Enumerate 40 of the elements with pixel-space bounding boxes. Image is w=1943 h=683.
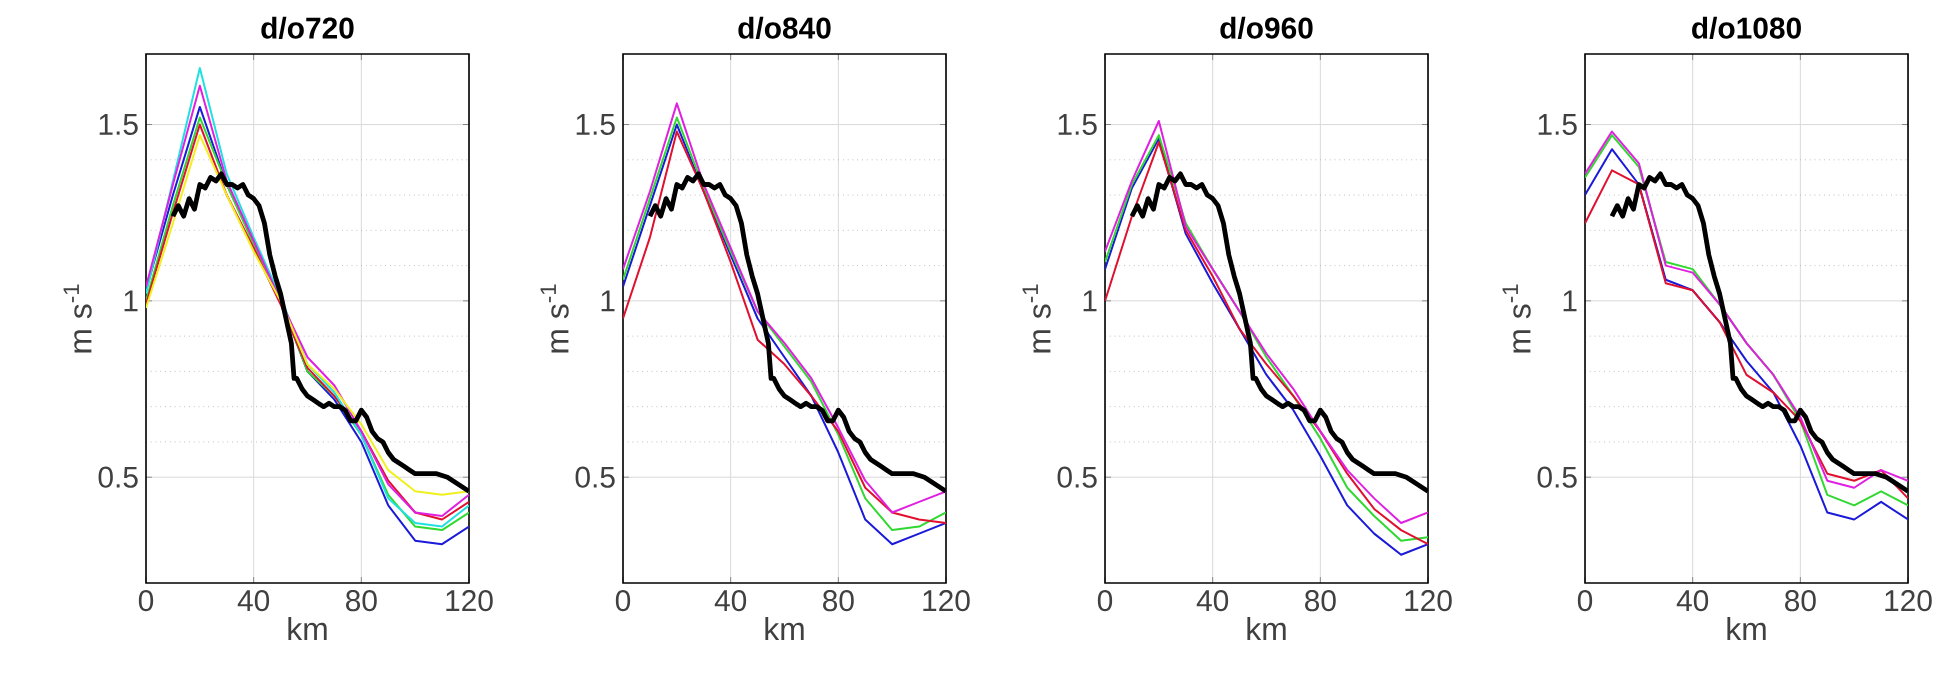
chart-title: d/o720 (261, 16, 354, 39)
y-axis-title: m s$^{-1}$ (540, 284, 569, 353)
x-tick-label: 40 (1196, 590, 1229, 612)
y-tick-label: 0.5 (98, 466, 138, 488)
y-axis-title: m s$^{-1}$ (1022, 284, 1051, 353)
y-tick-label: 1.5 (576, 114, 615, 135)
chart-title: d/o1080 (1692, 16, 1801, 39)
x-tick-label: 0 (1097, 590, 1113, 612)
x-axis-title: km (765, 616, 804, 641)
y-tick-label: 0.5 (1537, 466, 1577, 488)
y-tick-label: 0.5 (575, 466, 615, 488)
x-tick-label: 40 (1676, 590, 1709, 612)
x-axis-title: km (1727, 616, 1766, 641)
x-tick-label: 120 (1405, 590, 1452, 612)
y-tick-label: 1.5 (1538, 114, 1577, 135)
y-tick-label: 1 (124, 290, 138, 312)
y-tick-label: 1.5 (1058, 114, 1097, 135)
x-tick-label: 0 (138, 590, 154, 612)
y-axis-title: m s$^{-1}$ (63, 284, 92, 353)
y-tick-label: 1.5 (99, 114, 138, 135)
y-tick-label: 1 (1563, 290, 1577, 312)
y-axis-title: m s$^{-1}$ (1502, 284, 1531, 353)
chart-title: d/o960 (1220, 16, 1313, 39)
x-tick-label: 80 (823, 590, 854, 612)
x-tick-label: 120 (446, 590, 493, 612)
chart-title: d/o840 (738, 16, 831, 39)
y-tick-label: 1 (601, 290, 615, 312)
x-axis-title: km (288, 616, 327, 641)
x-axis-title: km (1247, 616, 1286, 641)
x-tick-label: 0 (1577, 590, 1593, 612)
y-tick-label: 0.5 (1057, 466, 1097, 488)
x-tick-label: 40 (237, 590, 270, 612)
x-tick-label: 120 (923, 590, 970, 612)
x-tick-label: 80 (346, 590, 377, 612)
x-tick-label: 80 (1785, 590, 1816, 612)
x-tick-label: 40 (714, 590, 747, 612)
x-tick-label: 120 (1885, 590, 1932, 612)
y-tick-label: 1 (1083, 290, 1097, 312)
x-tick-label: 80 (1305, 590, 1336, 612)
x-tick-label: 0 (615, 590, 631, 612)
